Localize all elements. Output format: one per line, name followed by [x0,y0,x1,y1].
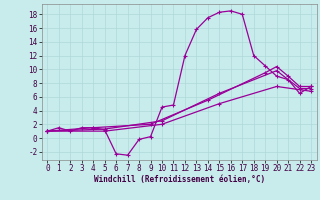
X-axis label: Windchill (Refroidissement éolien,°C): Windchill (Refroidissement éolien,°C) [94,175,265,184]
